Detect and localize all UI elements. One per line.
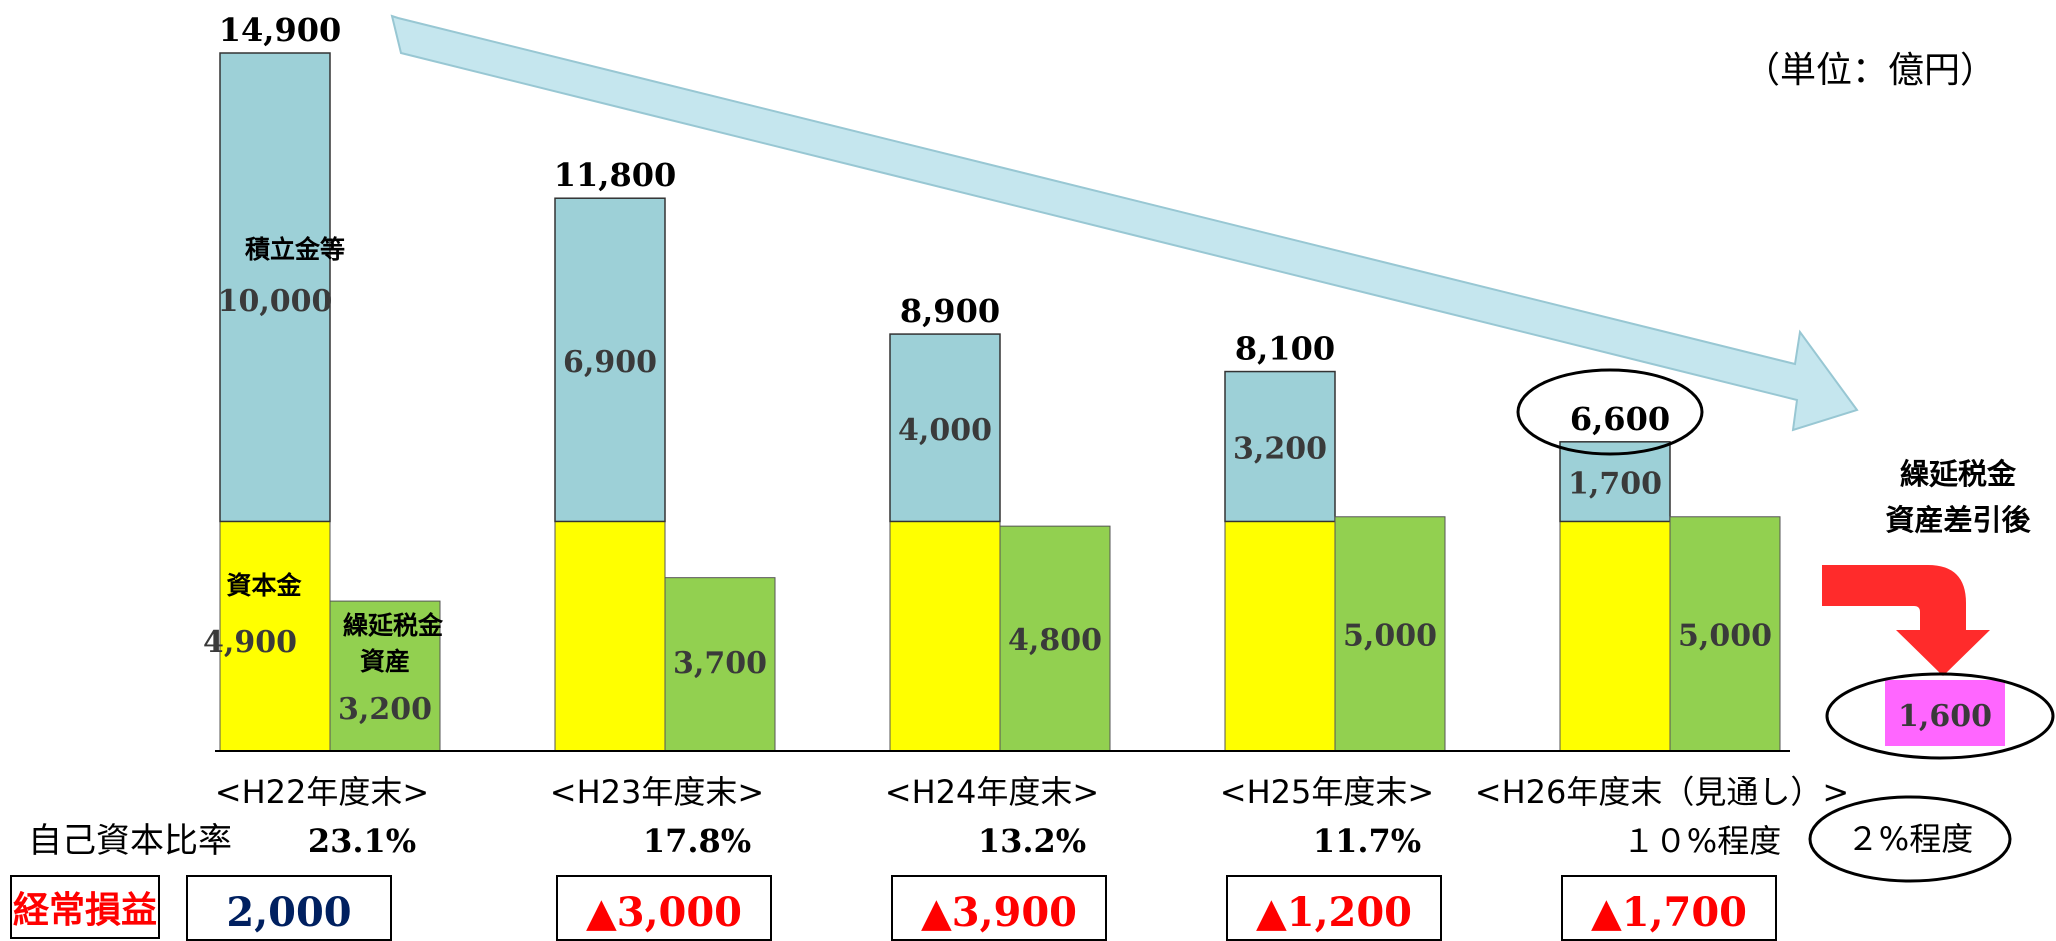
capital-series-label: 資本金 bbox=[226, 571, 302, 600]
after-deduction-title-line1: 繰延税金 bbox=[1900, 457, 2017, 491]
profit-value: ▲1,200 bbox=[1256, 889, 1412, 936]
total-label: 6,600 bbox=[1570, 400, 1670, 438]
dta-value: 3,200 bbox=[338, 692, 432, 727]
dta-value: 5,000 bbox=[1343, 619, 1437, 654]
reserve-value: 3,200 bbox=[1233, 432, 1327, 467]
profit-values: 2,000 ▲3,000 ▲3,900 ▲1,200 ▲1,700 bbox=[186, 875, 1777, 941]
dta-bar bbox=[329, 600, 441, 752]
dta-bar bbox=[1669, 516, 1781, 752]
category-label: <H24年度末> bbox=[885, 773, 1099, 811]
dta-bar bbox=[664, 577, 776, 752]
dta-value: 4,800 bbox=[1008, 623, 1102, 658]
capital-bar bbox=[1224, 520, 1336, 752]
downtrend-arrow bbox=[390, 14, 1859, 432]
down-turn-arrow-icon bbox=[1822, 565, 1990, 676]
after-ratio-block: ２%程度 bbox=[1808, 795, 2012, 883]
dta-series-label-line1: 繰延税金 bbox=[343, 611, 444, 640]
capital-bar bbox=[1559, 520, 1671, 752]
after-ratio-value: ２%程度 bbox=[1847, 820, 1973, 858]
after-deduction-block: 繰延税金 資産差引後 1,600 bbox=[1822, 457, 2055, 760]
category-label: <H22年度末> bbox=[215, 773, 429, 811]
reserve-value: 6,900 bbox=[563, 345, 657, 380]
profit-box bbox=[891, 875, 1107, 941]
category-label: <H26年度末（見通し）> bbox=[1475, 773, 1849, 811]
ratio-values: 23.1% 17.8% 13.2% 11.7% １０%程度 bbox=[308, 822, 1781, 860]
reserve-bar bbox=[1224, 370, 1336, 523]
total-label: 8,900 bbox=[900, 292, 1000, 330]
profit-value: ▲3,900 bbox=[921, 889, 1077, 936]
ratio-value: 23.1% bbox=[308, 822, 416, 860]
reserve-series-label: 積立金等 bbox=[245, 235, 345, 264]
profit-box bbox=[1561, 875, 1777, 941]
capital-value: 4,900 bbox=[203, 625, 297, 660]
profit-box bbox=[1226, 875, 1442, 941]
ratio-value: １０%程度 bbox=[1623, 822, 1781, 860]
dta-bar bbox=[999, 525, 1111, 752]
capital-bar bbox=[554, 520, 666, 752]
reserve-bar bbox=[554, 197, 666, 523]
labels-layer: 14,900 10,000 3,200 11,800 6,900 3,700 8,900 4,… bbox=[203, 11, 1772, 727]
ratio-value: 17.8% bbox=[643, 822, 751, 860]
after-deduction-value: 1,600 bbox=[1898, 699, 1992, 734]
after-ratio-ellipse bbox=[1808, 795, 2012, 883]
total-label: 14,900 bbox=[219, 11, 341, 49]
ratio-row-label: 自己資本比率 bbox=[28, 821, 232, 861]
after-deduction-title-line2: 資産差引後 bbox=[1885, 503, 2031, 537]
ratio-value: 13.2% bbox=[978, 822, 1086, 860]
dta-value: 5,000 bbox=[1678, 619, 1772, 654]
total-label: 8,100 bbox=[1235, 330, 1335, 368]
dta-bar bbox=[1334, 516, 1446, 752]
unit-label: （単位：億円） bbox=[1744, 50, 1996, 91]
reserve-value: 10,000 bbox=[218, 284, 333, 319]
reserve-bar bbox=[889, 333, 1001, 523]
profit-value: 2,000 bbox=[226, 889, 351, 936]
reserve-value: 4,000 bbox=[898, 413, 992, 448]
profit-value: ▲3,000 bbox=[586, 889, 742, 936]
profit-row-label-box: 経常損益 bbox=[10, 875, 160, 939]
profit-box bbox=[186, 875, 392, 941]
dta-series-label-line2: 資産 bbox=[360, 647, 410, 676]
total-2014-ellipse bbox=[1516, 368, 1704, 456]
dta-value: 3,700 bbox=[673, 646, 767, 681]
reserve-bar bbox=[219, 52, 331, 523]
category-labels: <H22年度末> <H23年度末> <H24年度末> <H25年度末> <H26年度末（… bbox=[215, 773, 1849, 811]
category-label: <H23年度末> bbox=[550, 773, 764, 811]
category-label: <H25年度末> bbox=[1220, 773, 1434, 811]
profit-value: ▲1,700 bbox=[1591, 889, 1747, 936]
capital-bar bbox=[889, 520, 1001, 752]
after-deduction-bar bbox=[1885, 680, 2005, 746]
after-deduction-ellipse bbox=[1825, 672, 2055, 760]
bars-layer bbox=[219, 52, 1781, 752]
total-label: 11,800 bbox=[554, 156, 676, 194]
reserve-value: 1,700 bbox=[1568, 467, 1662, 502]
ratio-value: 11.7% bbox=[1313, 822, 1421, 860]
profit-row-label: 経常損益 bbox=[13, 890, 157, 931]
profit-box bbox=[556, 875, 772, 941]
